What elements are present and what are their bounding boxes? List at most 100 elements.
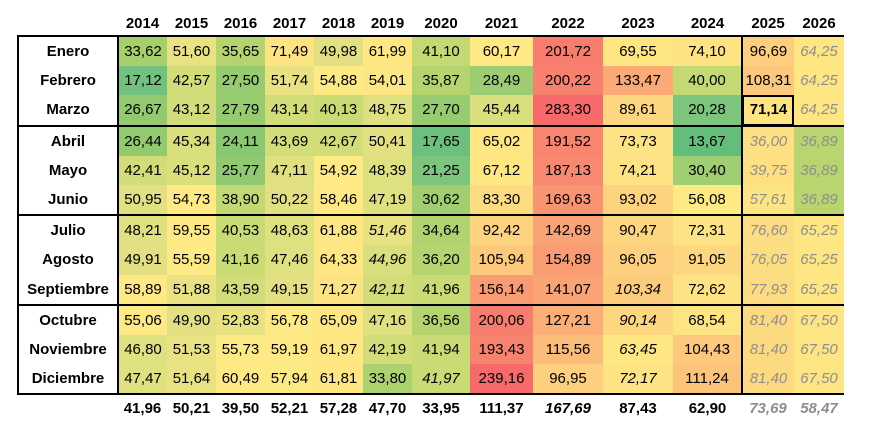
- value-cell-2022[interactable]: 96,95: [533, 364, 603, 396]
- value-cell-2024[interactable]: 13,67: [673, 124, 743, 156]
- value-cell-2024[interactable]: 30,40: [673, 155, 743, 185]
- value-cell-2023[interactable]: 96,05: [603, 245, 673, 275]
- value-cell-2015[interactable]: 54,73: [167, 184, 216, 216]
- value-cell-2023[interactable]: 90,14: [603, 303, 673, 335]
- value-cell-2020[interactable]: 27,70: [412, 95, 470, 126]
- value-cell-2022[interactable]: 283,30: [533, 95, 603, 126]
- value-cell-2025[interactable]: 76,05: [742, 245, 794, 275]
- value-cell-2015[interactable]: 45,12: [167, 155, 216, 185]
- value-cell-2018[interactable]: 49,98: [314, 34, 363, 67]
- value-cell-2021[interactable]: 60,17: [470, 34, 533, 67]
- value-cell-2020[interactable]: 41,10: [412, 34, 470, 67]
- value-cell-2026[interactable]: 67,50: [794, 303, 844, 335]
- value-cell-2018[interactable]: 61,88: [314, 214, 363, 246]
- value-cell-2014[interactable]: 55,06: [118, 303, 167, 335]
- value-cell-2026[interactable]: 36,89: [794, 184, 844, 216]
- value-cell-2014[interactable]: 48,21: [118, 214, 167, 246]
- value-cell-2023[interactable]: 103,34: [603, 274, 673, 305]
- value-cell-2025[interactable]: 81,40: [742, 364, 794, 396]
- value-cell-2018[interactable]: 54,88: [314, 66, 363, 96]
- value-cell-2020[interactable]: 34,64: [412, 214, 470, 246]
- value-cell-2016[interactable]: 55,73: [216, 334, 265, 365]
- value-cell-2016[interactable]: 24,11: [216, 124, 265, 156]
- value-cell-2025[interactable]: 77,93: [742, 274, 794, 305]
- value-cell-2017[interactable]: 47,46: [265, 245, 314, 275]
- value-cell-2021[interactable]: 200,06: [470, 303, 533, 335]
- value-cell-2017[interactable]: 56,78: [265, 303, 314, 335]
- value-cell-2025[interactable]: 36,00: [742, 124, 794, 156]
- value-cell-2014[interactable]: 33,62: [118, 34, 167, 67]
- value-cell-2022[interactable]: 127,21: [533, 303, 603, 335]
- value-cell-2020[interactable]: 35,87: [412, 66, 470, 96]
- value-cell-2022[interactable]: 187,13: [533, 155, 603, 185]
- value-cell-2020[interactable]: 41,94: [412, 334, 470, 365]
- value-cell-2018[interactable]: 61,97: [314, 334, 363, 365]
- value-cell-2021[interactable]: 156,14: [470, 274, 533, 305]
- value-cell-2024[interactable]: 104,43: [673, 334, 743, 365]
- value-cell-2017[interactable]: 51,74: [265, 66, 314, 96]
- value-cell-2024[interactable]: 68,54: [673, 303, 743, 335]
- value-cell-2026[interactable]: 64,25: [794, 66, 844, 96]
- value-cell-2015[interactable]: 49,90: [167, 303, 216, 335]
- value-cell-2016[interactable]: 27,79: [216, 95, 265, 126]
- value-cell-2025[interactable]: 81,40: [742, 334, 794, 365]
- value-cell-2017[interactable]: 50,22: [265, 184, 314, 216]
- value-cell-2022[interactable]: 201,72: [533, 34, 603, 67]
- value-cell-2018[interactable]: 61,81: [314, 364, 363, 396]
- value-cell-2021[interactable]: 28,49: [470, 66, 533, 96]
- value-cell-2024[interactable]: 74,10: [673, 34, 743, 67]
- value-cell-2016[interactable]: 43,59: [216, 274, 265, 305]
- value-cell-2021[interactable]: 193,43: [470, 334, 533, 365]
- value-cell-2018[interactable]: 58,46: [314, 184, 363, 216]
- value-cell-2020[interactable]: 41,96: [412, 274, 470, 305]
- value-cell-2018[interactable]: 42,67: [314, 124, 363, 156]
- value-cell-2019[interactable]: 50,41: [363, 124, 412, 156]
- value-cell-2023[interactable]: 90,47: [603, 214, 673, 246]
- value-cell-2024[interactable]: 20,28: [673, 95, 743, 126]
- value-cell-2021[interactable]: 83,30: [470, 184, 533, 216]
- value-cell-2026[interactable]: 65,25: [794, 245, 844, 275]
- value-cell-2022[interactable]: 154,89: [533, 245, 603, 275]
- value-cell-2025[interactable]: 71,14: [742, 95, 794, 126]
- value-cell-2017[interactable]: 47,11: [265, 155, 314, 185]
- value-cell-2015[interactable]: 51,88: [167, 274, 216, 305]
- value-cell-2025[interactable]: 76,60: [742, 214, 794, 246]
- value-cell-2018[interactable]: 71,27: [314, 274, 363, 305]
- value-cell-2026[interactable]: 67,50: [794, 364, 844, 396]
- value-cell-2016[interactable]: 52,83: [216, 303, 265, 335]
- value-cell-2018[interactable]: 64,33: [314, 245, 363, 275]
- value-cell-2014[interactable]: 49,91: [118, 245, 167, 275]
- value-cell-2024[interactable]: 111,24: [673, 364, 743, 396]
- value-cell-2021[interactable]: 67,12: [470, 155, 533, 185]
- value-cell-2026[interactable]: 67,50: [794, 334, 844, 365]
- value-cell-2023[interactable]: 93,02: [603, 184, 673, 216]
- value-cell-2026[interactable]: 36,89: [794, 155, 844, 185]
- value-cell-2021[interactable]: 92,42: [470, 214, 533, 246]
- value-cell-2024[interactable]: 91,05: [673, 245, 743, 275]
- value-cell-2019[interactable]: 47,19: [363, 184, 412, 216]
- value-cell-2019[interactable]: 44,96: [363, 245, 412, 275]
- value-cell-2016[interactable]: 27,50: [216, 66, 265, 96]
- value-cell-2019[interactable]: 54,01: [363, 66, 412, 96]
- value-cell-2017[interactable]: 71,49: [265, 34, 314, 67]
- value-cell-2019[interactable]: 51,46: [363, 214, 412, 246]
- value-cell-2023[interactable]: 73,73: [603, 124, 673, 156]
- value-cell-2023[interactable]: 69,55: [603, 34, 673, 67]
- value-cell-2020[interactable]: 30,62: [412, 184, 470, 216]
- value-cell-2014[interactable]: 26,44: [118, 124, 167, 156]
- value-cell-2023[interactable]: 72,17: [603, 364, 673, 396]
- value-cell-2021[interactable]: 239,16: [470, 364, 533, 396]
- value-cell-2024[interactable]: 72,62: [673, 274, 743, 305]
- value-cell-2021[interactable]: 105,94: [470, 245, 533, 275]
- value-cell-2019[interactable]: 48,39: [363, 155, 412, 185]
- value-cell-2019[interactable]: 42,19: [363, 334, 412, 365]
- value-cell-2024[interactable]: 72,31: [673, 214, 743, 246]
- value-cell-2022[interactable]: 169,63: [533, 184, 603, 216]
- value-cell-2014[interactable]: 46,80: [118, 334, 167, 365]
- value-cell-2025[interactable]: 81,40: [742, 303, 794, 335]
- value-cell-2017[interactable]: 43,14: [265, 95, 314, 126]
- value-cell-2021[interactable]: 45,44: [470, 95, 533, 126]
- value-cell-2024[interactable]: 40,00: [673, 66, 743, 96]
- value-cell-2026[interactable]: 64,25: [794, 34, 844, 67]
- value-cell-2016[interactable]: 38,90: [216, 184, 265, 216]
